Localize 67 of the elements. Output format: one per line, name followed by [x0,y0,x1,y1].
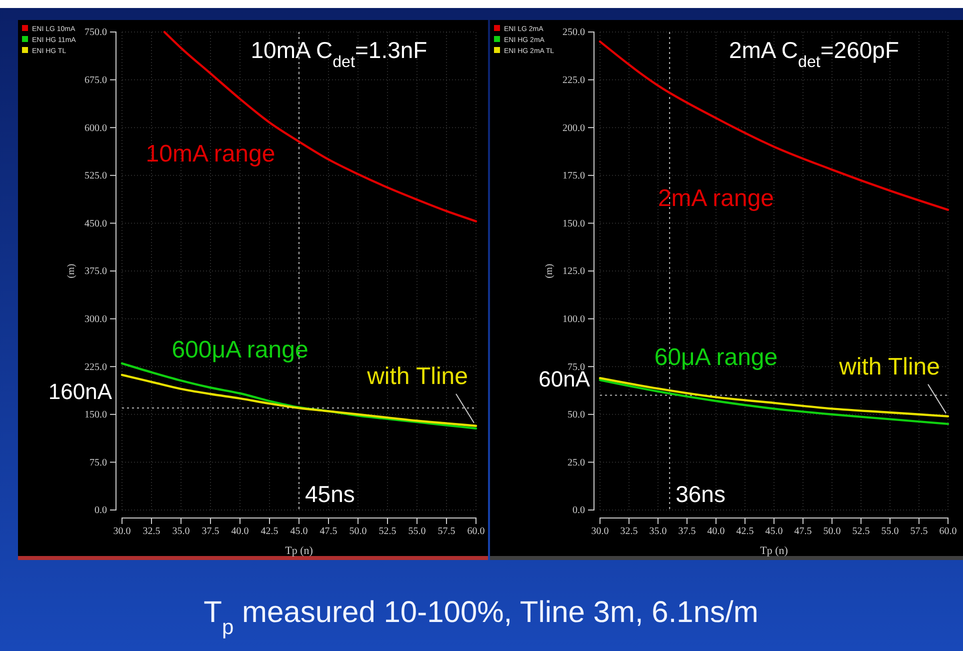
x-tick-label: 42.5 [736,526,754,538]
y-tick-label: 525.0 [84,170,107,182]
x-tick-label: 40.0 [707,526,725,538]
line-series [120,362,478,430]
x-tick-label: 52.5 [852,526,870,538]
text: T$_{p}$ measured 10-100%, Tline 3m, 6.1ns/m [204,596,758,638]
annotation: with Tline [366,362,468,390]
y-tick-label: 25.0 [568,457,585,468]
x-tick-label: 47.5 [320,526,338,538]
x-axis-title: Tp (n) [285,545,314,557]
annotation: 600μA range [172,336,308,364]
x-tick-label: 57.5 [910,526,928,538]
x-tick-label: 37.5 [678,526,696,538]
x-tick-label: 32.5 [142,526,160,538]
y-tick-label: 0.0 [94,505,107,516]
line-series [598,40,950,211]
y-tick-label: 175.0 [562,170,585,182]
x-tick-label: 35.0 [172,526,190,538]
y-tick-label: 225.0 [562,75,585,86]
x-tick-label: 42.5 [260,526,278,538]
ref-line-label: 160nA [48,379,112,404]
line-series [598,378,950,426]
x-tick-label: 37.5 [202,526,220,538]
y-tick-label: 150.0 [562,218,585,230]
annotation: 2mA range [658,185,774,212]
x-tick-label: 40.0 [231,526,249,538]
y-axis-title: (m) [544,264,555,278]
x-tick-label: 52.5 [378,526,396,538]
x-tick-label: 30.0 [113,526,131,538]
y-tick-label: 600.0 [84,122,107,134]
line-series [598,376,950,418]
y-tick-label: 225.0 [84,362,107,373]
y-tick-label: 375.0 [84,266,107,278]
x-tick-label: 30.0 [591,526,609,538]
annotation: 60μA range [654,344,778,372]
y-tick-label: 200.0 [562,122,585,134]
y-tick-label: 450.0 [84,218,107,230]
x-tick-label: 60.0 [939,526,957,538]
x-tick-label: 60.0 [467,526,485,538]
x-tick-label: 32.5 [620,526,638,538]
y-tick-label: 150.0 [84,410,107,421]
y-tick-label: 50.0 [568,410,585,421]
ref-line-label: 36ns [676,481,726,507]
x-tick-label: 35.0 [649,526,667,538]
x-tick-label: 57.5 [438,526,456,538]
y-tick-label: 125.0 [562,266,585,278]
chart-title: 10mA C$_{det}$=1.3nF [250,37,428,71]
x-tick-label: 47.5 [794,526,812,538]
y-tick-label: 75.0 [90,457,107,468]
x-tick-label: 50.0 [349,526,367,538]
annotation: 10mA range [146,140,276,168]
y-tick-label: 0.0 [572,505,585,516]
y-tick-label: 675.0 [84,75,107,86]
y-tick-label: 100.0 [562,314,585,325]
annotation: with Tline [838,353,940,380]
x-tick-label: 55.0 [408,526,426,538]
x-tick-label: 55.0 [881,526,899,538]
y-tick-label: 300.0 [84,314,107,325]
y-tick-label: 250.0 [562,27,585,38]
x-tick-label: 45.0 [290,526,308,538]
x-tick-label: 45.0 [765,526,783,538]
y-axis-title: (m) [66,264,77,278]
ref-line-label: 45ns [305,481,355,507]
chart-title: 2mA C$_{det}$=260pF [728,37,900,71]
y-tick-label: 750.0 [84,27,107,38]
x-tick-label: 50.0 [823,526,841,538]
x-axis-title: Tp (n) [760,545,788,557]
